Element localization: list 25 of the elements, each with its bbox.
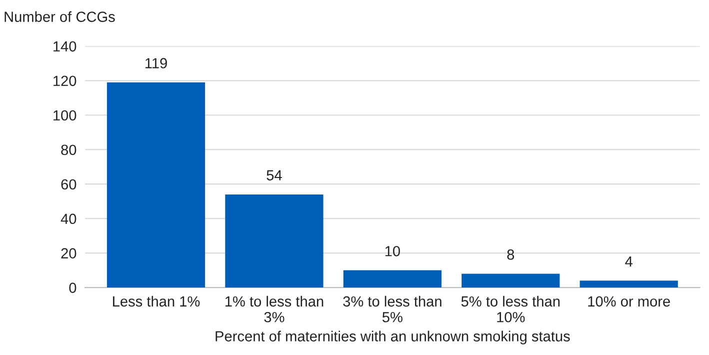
y-axis-title: Number of CCGs: [4, 11, 115, 22]
data-label: 54: [266, 170, 282, 180]
data-label: 119: [145, 58, 167, 68]
y-tick-label: 40: [60, 214, 76, 224]
x-axis-title: Percent of maternities with an unknown smoking status: [216, 330, 570, 344]
x-tick-label: 10% or more: [588, 296, 670, 307]
y-tick-label: 60: [61, 179, 76, 190]
data-label: 4: [625, 256, 632, 267]
x-tick-label: 1% to less than 3%: [225, 296, 324, 322]
bar: [580, 280, 678, 288]
y-tick-label: 0: [69, 282, 76, 293]
y-tick-label: 120: [54, 76, 76, 86]
y-tick-label: 140: [54, 41, 76, 52]
x-tick-label: Less than 1%: [113, 296, 200, 307]
y-tick-label: 20: [61, 248, 76, 258]
bar: [106, 82, 206, 288]
y-tick-label: 80: [61, 144, 76, 156]
data-label: 8: [507, 249, 514, 260]
bar: [225, 194, 324, 288]
bar: [343, 270, 442, 288]
data-label: 10: [385, 246, 400, 256]
y-tick-label: 100: [54, 110, 76, 121]
bar: [462, 274, 560, 288]
x-tick-label: 3% to less than 5%: [343, 296, 442, 322]
x-tick-label: 5% to less than 10%: [461, 296, 560, 322]
